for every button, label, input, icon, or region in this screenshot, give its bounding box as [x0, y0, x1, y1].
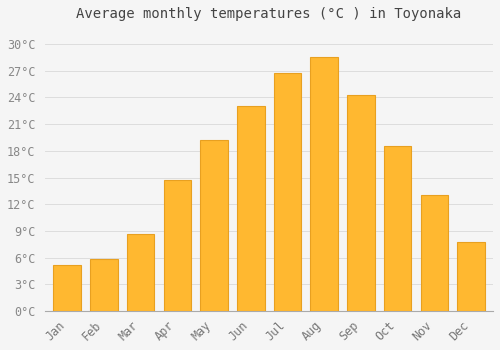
Bar: [310, 57, 338, 311]
Title: Average monthly temperatures (°C ) in Toyonaka: Average monthly temperatures (°C ) in To…: [76, 7, 462, 21]
Bar: [420, 195, 448, 311]
Bar: [347, 95, 374, 311]
Bar: [164, 180, 191, 311]
Bar: [54, 265, 81, 311]
Bar: [200, 140, 228, 311]
Bar: [237, 106, 264, 311]
Bar: [274, 72, 301, 311]
Bar: [384, 146, 411, 311]
Bar: [90, 259, 118, 311]
Bar: [458, 242, 485, 311]
Bar: [127, 234, 154, 311]
